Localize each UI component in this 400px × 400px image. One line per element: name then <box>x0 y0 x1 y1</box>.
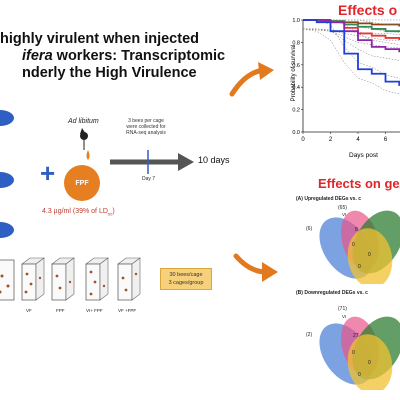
duration-label: 10 days <box>198 155 230 165</box>
venn-b-count-0b: 0 <box>368 360 371 366</box>
cage-vf-fpf-icon <box>117 257 141 301</box>
venn-a-count-0c: 0 <box>358 264 361 270</box>
venn-a-set-vi: VI <box>342 212 347 217</box>
cage-label-vi-fpf: VI+ FPF <box>86 308 103 313</box>
genes-title: Effects on ge <box>318 176 400 191</box>
panel-a-label: (A) Upregulated DEGs vs. c <box>296 196 362 202</box>
survival-y-tick-label: 0.0 <box>292 130 300 136</box>
bee-group-ellipse-middle <box>0 172 14 188</box>
survival-series-line <box>303 19 400 53</box>
venn-b-set-vi: VI <box>342 314 347 319</box>
bee-group-ellipse-bottom <box>0 222 14 238</box>
venn-a-count-0b: 0 <box>368 252 371 258</box>
survival-y-tick-label: 0.8 <box>292 40 300 46</box>
bees-per-cage: 30 bees/cage <box>169 272 203 278</box>
survival-chart-title: Effects o <box>338 2 398 18</box>
venn-downregulated <box>319 316 400 390</box>
cage-label-vf-fpf: VF +FPF <box>118 308 137 313</box>
arrow-to-survival-icon <box>229 62 274 97</box>
venn-a-count-8: 8 <box>355 227 358 233</box>
venn-b-count-0c: 0 <box>358 372 361 378</box>
cage-vi-fpf-icon <box>85 257 109 301</box>
cage-label-vf: VF <box>26 308 32 313</box>
cage-fpf-icon <box>51 257 75 301</box>
title-species-italic: ifera <box>22 48 53 64</box>
survival-confidence-band <box>303 28 400 41</box>
survival-chart: 1.0 0.8 0.6 0.4 0.2 0.0 0 2 4 6 Probability of su… <box>285 14 400 164</box>
timeline-arrow <box>110 150 194 174</box>
fpf-label: FPF <box>75 179 89 187</box>
study-title: highly virulent when injected ifera work… <box>0 30 230 84</box>
venn-b-count-total: (71) <box>338 306 347 312</box>
venn-a-count-total: (65) <box>338 205 347 211</box>
survival-x-tick-label: 2 <box>329 137 333 143</box>
survival-x-tick-label: 0 <box>301 137 305 143</box>
cage-vf-icon <box>21 257 45 301</box>
survival-series-line <box>303 19 400 86</box>
title-line-2-rest: workers: Transcriptomic <box>52 48 226 64</box>
cage-label-fpf: FPF <box>56 308 65 313</box>
arrow-to-genes-icon <box>233 253 278 282</box>
cage-partial-icon <box>0 259 15 301</box>
survival-confidence-band <box>302 28 400 95</box>
survival-confidence-band <box>303 28 400 61</box>
cages-per-group: 3 cages/group <box>168 280 204 286</box>
fpf-dose-label: 4.3 µg/ml (39% of LD50) <box>42 208 115 217</box>
day7-label: Day 7 <box>142 176 156 182</box>
title-line-1: highly virulent when injected <box>0 31 199 47</box>
venn-b-count-left: (2) <box>306 332 313 338</box>
venn-b-count-0a: 0 <box>352 350 355 356</box>
plus-sign: + <box>40 158 56 188</box>
survival-y-tick-label: 0.2 <box>292 108 300 114</box>
ad-libitum-label: Ad libitum <box>68 118 99 125</box>
venn-a-count-left: (6) <box>306 226 313 232</box>
panel-b-label: (B) Downregulated DEGs vs. c <box>296 290 368 296</box>
venn-a-count-0a: 0 <box>352 242 355 248</box>
bee-group-ellipse-top <box>0 110 14 126</box>
survival-x-tick-label: 6 <box>384 137 388 143</box>
survival-x-tick-label: 4 <box>356 137 360 143</box>
collection-note: 3 bees per cage were collected for RNA-s… <box>126 118 166 136</box>
survival-confidence-band <box>302 28 400 49</box>
survival-y-axis-label: Probability of survival <box>291 44 297 102</box>
survival-y-tick-label: 1.0 <box>292 18 300 24</box>
cage-row: VF FPF VI+ FPF VF +FPF <box>0 254 160 316</box>
fpf-circle: FPF <box>64 165 100 201</box>
cage-count-box: 30 bees/cage 3 cages/group <box>160 268 212 290</box>
survival-plot-svg: 1.0 0.8 0.6 0.4 0.2 0.00 2 4 6 <box>292 18 400 143</box>
title-line-3: nderly the High Virulence <box>22 65 197 81</box>
title-line-2: ifera workers: Transcriptomic <box>22 47 225 65</box>
venn-upregulated <box>319 210 400 284</box>
survival-x-axis-label: Days post <box>349 152 378 159</box>
survival-y-tick-label: 0.6 <box>292 63 300 69</box>
feeder-drop-icon <box>80 128 90 160</box>
survival-y-tick-label: 0.4 <box>292 85 300 91</box>
venn-b-count-27: 27 <box>353 333 359 339</box>
